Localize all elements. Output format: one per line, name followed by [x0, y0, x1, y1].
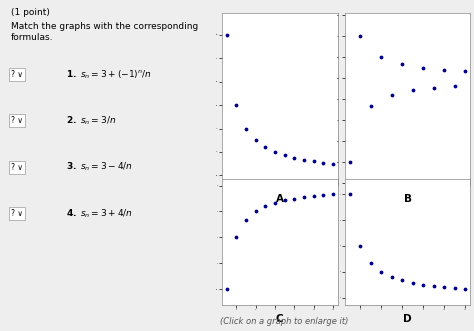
Text: ? ∨: ? ∨	[11, 163, 23, 172]
Point	[262, 204, 269, 209]
Point	[461, 69, 469, 74]
Point	[233, 103, 240, 108]
Point	[310, 193, 318, 199]
Text: $\mathbf{4.}$ $s_n = 3 + 4/n$: $\mathbf{4.}$ $s_n = 3 + 4/n$	[66, 207, 133, 220]
Point	[329, 161, 337, 166]
Point	[419, 282, 427, 287]
Point	[223, 286, 230, 292]
Point	[252, 209, 259, 214]
Point	[409, 280, 417, 286]
Point	[301, 195, 308, 200]
Point	[319, 160, 327, 165]
Point	[461, 286, 469, 292]
Point	[367, 104, 374, 109]
Text: $\mathbf{1.}$ $s_n = 3 + (-1)^n/n$: $\mathbf{1.}$ $s_n = 3 + (-1)^n/n$	[66, 68, 152, 81]
Point	[346, 160, 354, 165]
Point	[291, 196, 298, 201]
Text: D: D	[403, 314, 412, 324]
Text: ? ∨: ? ∨	[11, 209, 23, 218]
Text: C: C	[276, 314, 283, 324]
Point	[451, 83, 458, 89]
Point	[430, 85, 438, 90]
Point	[356, 243, 364, 249]
Point	[356, 34, 364, 39]
Text: $\mathbf{3.}$ $s_n = 3 - 4/n$: $\mathbf{3.}$ $s_n = 3 - 4/n$	[66, 161, 133, 173]
Text: Match the graphs with the corresponding
formulas.: Match the graphs with the corresponding …	[11, 22, 198, 42]
Point	[262, 145, 269, 150]
Point	[377, 269, 385, 274]
Point	[440, 285, 448, 290]
Point	[242, 126, 250, 131]
Point	[252, 138, 259, 143]
Point	[451, 286, 458, 291]
Point	[419, 65, 427, 71]
Point	[430, 283, 438, 289]
Point	[367, 260, 374, 266]
Point	[301, 157, 308, 163]
Text: B: B	[404, 194, 411, 204]
Point	[223, 32, 230, 37]
Point	[377, 55, 385, 60]
Text: ? ∨: ? ∨	[11, 70, 23, 79]
Text: A: A	[276, 194, 283, 204]
Text: (1 point): (1 point)	[11, 8, 50, 17]
Text: ? ∨: ? ∨	[11, 116, 23, 125]
Point	[398, 62, 406, 67]
Text: (Click on a graph to enlarge it): (Click on a graph to enlarge it)	[220, 317, 348, 326]
Point	[388, 274, 395, 280]
Point	[271, 200, 279, 206]
Point	[281, 153, 289, 158]
Point	[388, 92, 395, 98]
Point	[440, 67, 448, 72]
Point	[329, 192, 337, 197]
Point	[281, 198, 289, 203]
Point	[271, 149, 279, 155]
Point	[319, 192, 327, 198]
Point	[409, 88, 417, 93]
Point	[291, 155, 298, 161]
Point	[242, 217, 250, 223]
Text: $\mathbf{2.}$ $s_n = 3/n$: $\mathbf{2.}$ $s_n = 3/n$	[66, 115, 116, 127]
Point	[398, 278, 406, 283]
Point	[233, 235, 240, 240]
Point	[346, 192, 354, 197]
Point	[310, 159, 318, 164]
